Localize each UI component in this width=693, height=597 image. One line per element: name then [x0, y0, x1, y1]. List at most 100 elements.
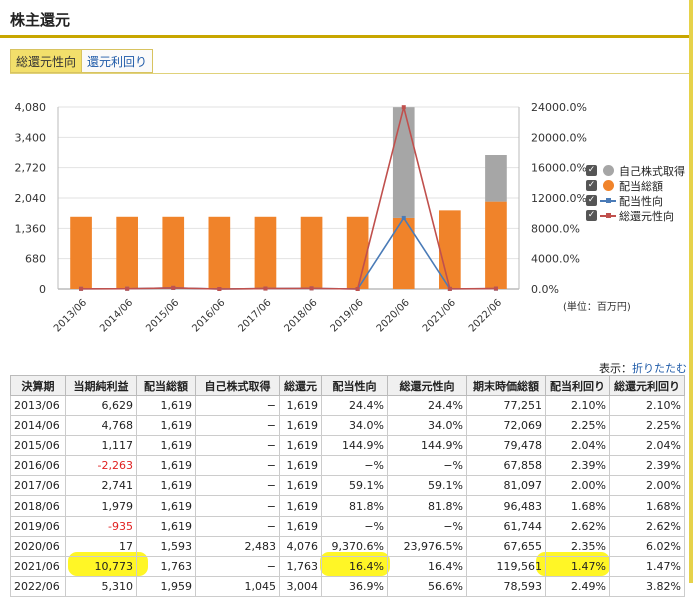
collapse-link[interactable]: 折りたたむ — [632, 362, 687, 375]
table-cell: 72,069 — [466, 415, 546, 437]
column-header: 自己株式取得 — [195, 375, 280, 396]
checkbox-icon[interactable]: ✓ — [586, 195, 597, 206]
table-row: 2020/06 17 1,593 2,483 4,076 9,370.6% 23,976.5… — [10, 535, 685, 557]
table-cell: −% — [387, 455, 467, 477]
table-cell: 9,370.6% — [321, 535, 388, 557]
table-cell: 34.0% — [387, 415, 467, 437]
tab-total-payout[interactable]: 総還元性向 — [10, 49, 83, 73]
table-cell: 1,763 — [136, 555, 196, 577]
table-cell: − — [195, 515, 280, 537]
y2-tick-label: 16000.0% — [531, 162, 587, 175]
table-cell: 1,593 — [136, 535, 196, 557]
table-cell: 2.04% — [545, 435, 610, 457]
checkbox-icon[interactable]: ✓ — [586, 180, 597, 191]
table-cell: 1,763 — [279, 555, 322, 577]
table-cell: 1,619 — [136, 394, 196, 417]
table-cell: − — [195, 415, 280, 437]
table-cell: 4,768 — [65, 415, 137, 437]
table-cell: −% — [321, 515, 388, 537]
total-payout-ratio-point — [217, 287, 222, 291]
y-tick-label: 0 — [39, 283, 46, 296]
table-cell: 1,619 — [279, 455, 322, 477]
table-cell: 96,483 — [466, 495, 546, 517]
table-cell: 61,744 — [466, 515, 546, 537]
buyback-bar — [392, 107, 415, 218]
table-cell: 1,117 — [65, 435, 137, 457]
dividend-bar — [300, 216, 323, 289]
legend-item-payout-ratio[interactable]: ✓ 配当性向 — [586, 193, 685, 208]
tab-underline — [10, 73, 689, 74]
y2-tick-label: 12000.0% — [531, 192, 587, 205]
dividend-bar — [208, 216, 231, 289]
table-cell: 16.4% — [387, 555, 467, 577]
legend-swatch-dividend — [600, 180, 616, 191]
table-cell: 1,619 — [136, 415, 196, 437]
table-cell: 2.39% — [609, 455, 685, 477]
x-tick-label: 2017/06 — [236, 297, 273, 334]
table-row: 2021/06 10,773 1,763−1,763 16.4% 16.4% 119,56… — [10, 555, 685, 577]
table-cell: − — [195, 455, 280, 477]
tab-return-yield[interactable]: 還元利回り — [82, 49, 154, 73]
table-cell: 81.8% — [387, 495, 467, 517]
table-cell: -935 — [65, 515, 137, 537]
legend-swatch-buyback — [600, 165, 616, 176]
truncated-footnote — [10, 575, 689, 583]
table-cell: 144.9% — [387, 435, 467, 457]
y2-tick-label: 0.0% — [531, 283, 559, 296]
table-row: 2018/06 1,979 1,619−1,619 81.8% 81.8% 96,483 1… — [10, 495, 685, 517]
chart-legend: ✓ 自己株式取得 ✓ 配当総額 ✓ 配当性向 ✓ 総還元性向 — [586, 163, 685, 223]
table-cell: 119,561 — [466, 555, 546, 577]
title-bar: 株主還元 — [0, 0, 693, 38]
table-cell: 2013/06 — [10, 394, 66, 417]
legend-item-dividend[interactable]: ✓ 配当総額 — [586, 178, 685, 193]
table-cell: 1,619 — [136, 455, 196, 477]
table-cell: 2.10% — [545, 394, 610, 417]
table-row: 2013/06 6,629 1,619−1,619 24.4% 24.4% 77,251 2… — [10, 394, 685, 417]
display-control: 表示：折りたたむ — [599, 360, 687, 376]
table-cell: 2.00% — [609, 475, 685, 497]
table-cell: 81.8% — [321, 495, 388, 517]
total-payout-ratio-point — [125, 286, 130, 291]
table-cell: 1,619 — [136, 515, 196, 537]
table-cell: 2.62% — [545, 515, 610, 537]
x-tick-label: 2016/06 — [190, 297, 227, 334]
table-cell: 4,076 — [279, 535, 322, 557]
dividend-bar — [70, 216, 92, 289]
y-tick-label: 2,040 — [15, 192, 47, 205]
legend-item-total-payout[interactable]: ✓ 総還元性向 — [586, 208, 685, 223]
table-cell: 2.39% — [545, 455, 610, 477]
column-header: 総還元性向 — [387, 375, 467, 396]
table-cell: 1,619 — [279, 415, 322, 437]
table-cell: 2.35% — [545, 535, 610, 557]
checkbox-icon[interactable]: ✓ — [586, 165, 597, 176]
total-payout-ratio-point — [493, 286, 498, 291]
x-tick-label: 2021/06 — [421, 297, 458, 334]
display-label: 表示： — [599, 362, 632, 375]
x-tick-label: 2018/06 — [283, 297, 320, 334]
table-row: 2014/06 4,768 1,619−1,619 34.0% 34.0% 72,069 2… — [10, 415, 685, 437]
legend-swatch-payout-ratio — [600, 195, 616, 206]
table-cell: 1,619 — [279, 515, 322, 537]
table-cell: 67,655 — [466, 535, 546, 557]
legend-label-payout-ratio: 配当性向 — [619, 194, 663, 208]
table-cell: 1,619 — [279, 495, 322, 517]
total-payout-ratio-point — [79, 286, 84, 291]
column-header: 配当総額 — [136, 375, 196, 396]
table-cell: 77,251 — [466, 394, 546, 417]
table-cell: 2.00% — [545, 475, 610, 497]
x-tick-label: 2019/06 — [329, 297, 366, 334]
table-cell: 59.1% — [321, 475, 388, 497]
total-payout-ratio-point — [355, 287, 360, 291]
checkbox-icon[interactable]: ✓ — [586, 210, 597, 221]
table-cell: -2,263 — [65, 455, 137, 477]
dividend-bar — [485, 201, 507, 289]
table-cell: 144.9% — [321, 435, 388, 457]
table-cell: 2.25% — [609, 415, 685, 437]
table-cell: 1,619 — [136, 435, 196, 457]
legend-label-buyback: 自己株式取得 — [619, 164, 685, 178]
table-cell: 79,478 — [466, 435, 546, 457]
table-cell: −% — [321, 455, 388, 477]
legend-item-buyback[interactable]: ✓ 自己株式取得 — [586, 163, 685, 178]
table-header-row: 決算期 当期純利益 配当総額 自己株式取得 総還元 配当性向 総還元性向 期末時価総額 配当利回… — [10, 375, 685, 396]
table-row: 2015/06 1,117 1,619−1,619 144.9% 144.9% 79,47… — [10, 435, 685, 457]
